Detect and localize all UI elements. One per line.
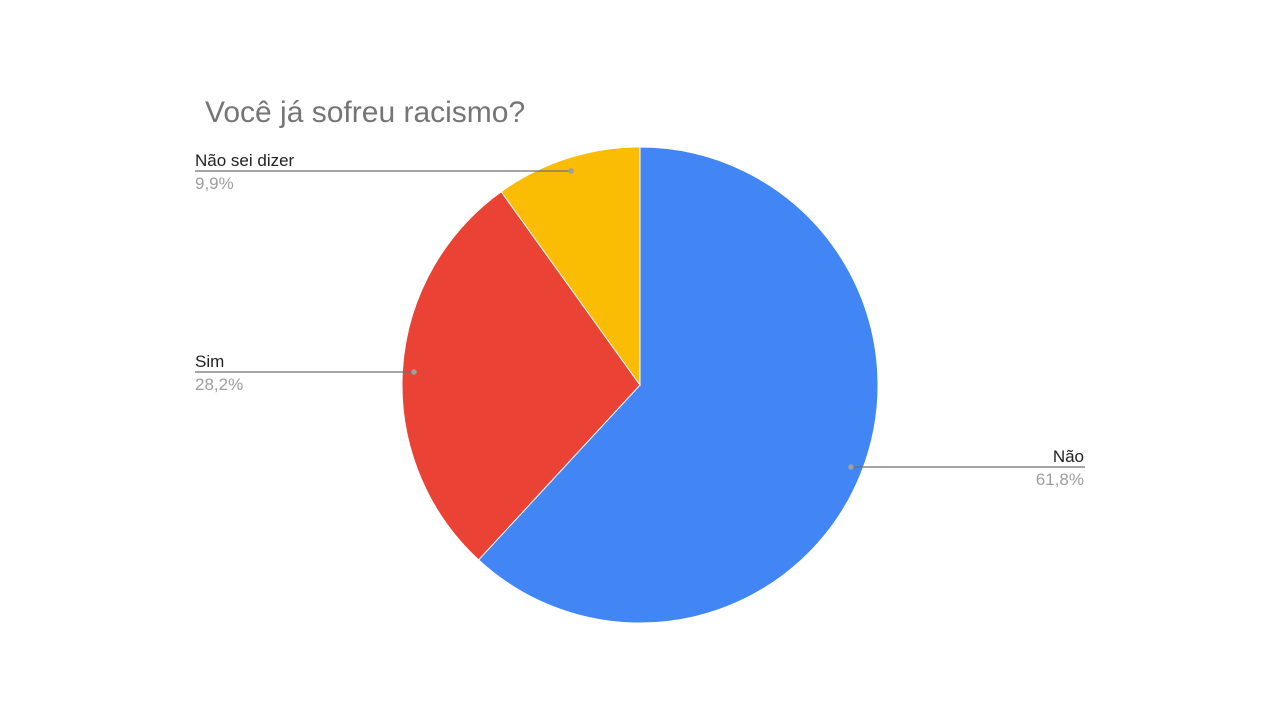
slice-percent-nao-sei-dizer: 9,9% [195,174,234,193]
leader-dot [411,369,417,375]
pie-slice-nao-sei-dizer [500,146,641,387]
pie-slices [401,146,879,624]
leader-dot [848,464,854,470]
slice-label-group-sim: Sim 28,2% [195,352,417,394]
pie-slice-sim [401,190,641,561]
slice-label-group-nao-sei-dizer: Não sei dizer 9,9% [195,151,574,193]
slice-label-sim: Sim [195,352,224,371]
pie-slice-nao [477,146,879,624]
leader-dot [568,168,574,174]
slice-label-nao: Não [1053,447,1084,466]
slice-label-nao-sei-dizer: Não sei dizer [195,151,295,170]
slice-percent-sim: 28,2% [195,375,243,394]
chart-title: Você já sofreu racismo? [205,96,525,129]
slice-percent-nao: 61,8% [1036,470,1084,489]
slice-label-group-nao: Não 61,8% [848,447,1085,489]
slice-labels: Não 61,8% Sim 28,2% Não sei dizer 9,9% [195,151,1085,489]
